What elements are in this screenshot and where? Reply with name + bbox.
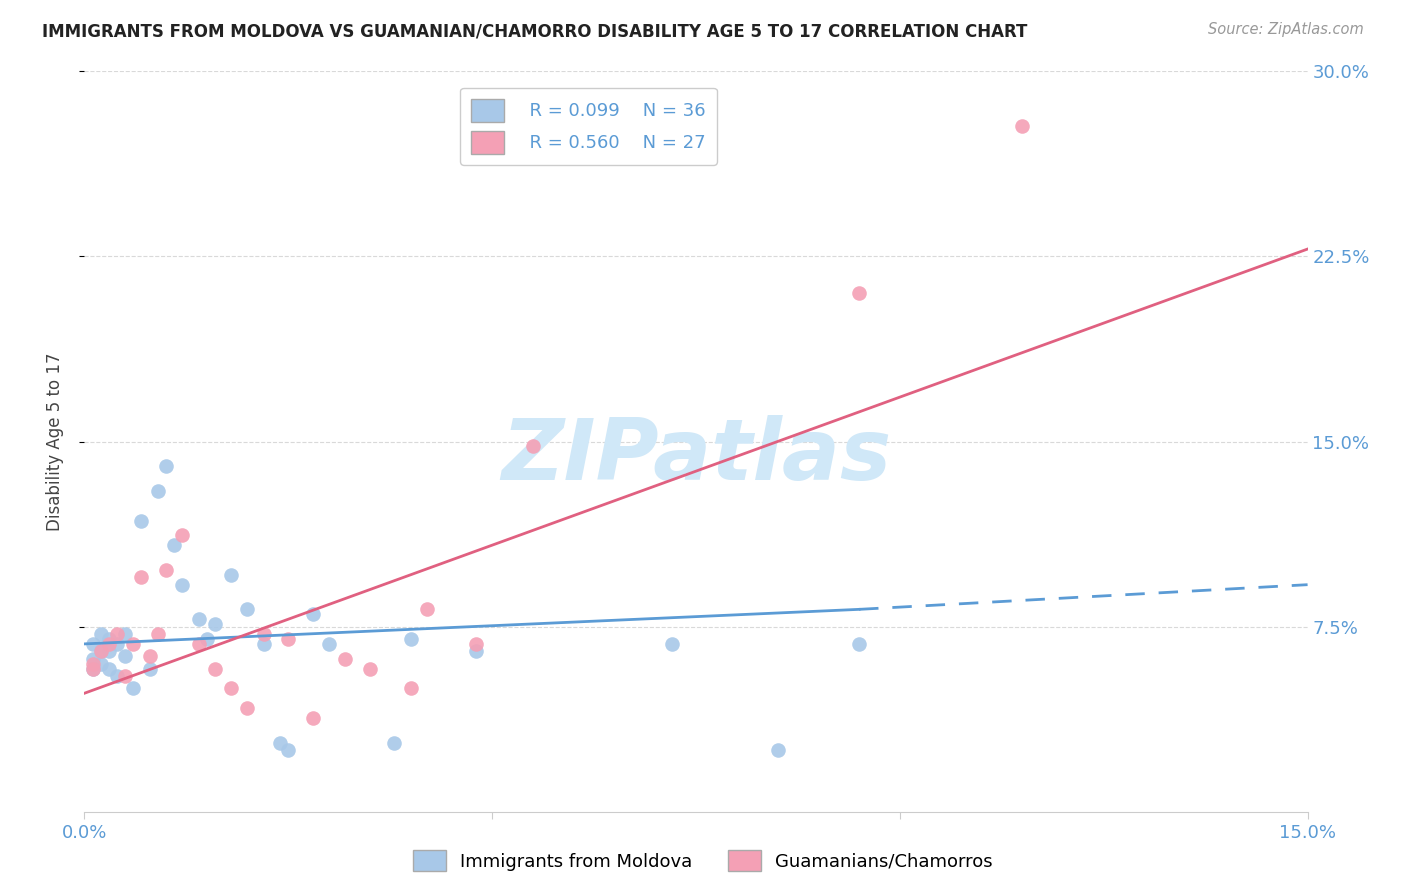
Point [155, 459, 177, 474]
Legend: Immigrants from Moldova, Guamanians/Chamorros: Immigrants from Moldova, Guamanians/Cham… [406, 843, 1000, 879]
Text: ZIPatlas: ZIPatlas [501, 415, 891, 498]
Point [277, 743, 299, 757]
Point [122, 681, 145, 696]
Point [269, 736, 291, 750]
Point [301, 711, 323, 725]
Point [848, 637, 870, 651]
Point [187, 612, 209, 626]
Point [848, 286, 870, 301]
Point [105, 627, 128, 641]
Point [219, 567, 242, 582]
Point [131, 570, 153, 584]
Point [138, 649, 160, 664]
Point [318, 637, 340, 651]
Point [146, 627, 169, 641]
Point [219, 681, 242, 696]
Point [114, 669, 136, 683]
Point [236, 602, 259, 616]
Text: Source: ZipAtlas.com: Source: ZipAtlas.com [1208, 22, 1364, 37]
Point [155, 563, 177, 577]
Point [766, 743, 789, 757]
Point [172, 528, 194, 542]
Point [105, 637, 128, 651]
Point [82, 662, 104, 676]
Point [163, 538, 186, 552]
Point [97, 632, 120, 646]
Point [114, 649, 136, 664]
Point [146, 483, 169, 498]
Point [82, 657, 104, 671]
Point [90, 644, 112, 658]
Point [399, 681, 422, 696]
Point [522, 440, 544, 454]
Point [97, 644, 120, 658]
Point [204, 617, 226, 632]
Point [464, 644, 486, 658]
Point [90, 657, 112, 671]
Point [335, 651, 357, 665]
Point [253, 627, 276, 641]
Point [1011, 119, 1033, 133]
Y-axis label: Disability Age 5 to 17: Disability Age 5 to 17 [45, 352, 63, 531]
Point [131, 514, 153, 528]
Legend:   R = 0.099    N = 36,   R = 0.560    N = 27: R = 0.099 N = 36, R = 0.560 N = 27 [460, 87, 717, 165]
Point [277, 632, 299, 646]
Point [204, 662, 226, 676]
Point [97, 662, 120, 676]
Point [661, 637, 683, 651]
Point [464, 637, 486, 651]
Point [105, 669, 128, 683]
Point [90, 644, 112, 658]
Point [90, 627, 112, 641]
Point [301, 607, 323, 622]
Point [82, 637, 104, 651]
Point [195, 632, 218, 646]
Point [114, 627, 136, 641]
Point [253, 637, 276, 651]
Point [382, 736, 405, 750]
Point [82, 651, 104, 665]
Point [138, 662, 160, 676]
Point [236, 701, 259, 715]
Point [359, 662, 381, 676]
Point [399, 632, 422, 646]
Point [416, 602, 439, 616]
Point [82, 662, 104, 676]
Point [172, 577, 194, 591]
Text: IMMIGRANTS FROM MOLDOVA VS GUAMANIAN/CHAMORRO DISABILITY AGE 5 TO 17 CORRELATION: IMMIGRANTS FROM MOLDOVA VS GUAMANIAN/CHA… [42, 22, 1028, 40]
Point [97, 637, 120, 651]
Point [122, 637, 145, 651]
Point [187, 637, 209, 651]
